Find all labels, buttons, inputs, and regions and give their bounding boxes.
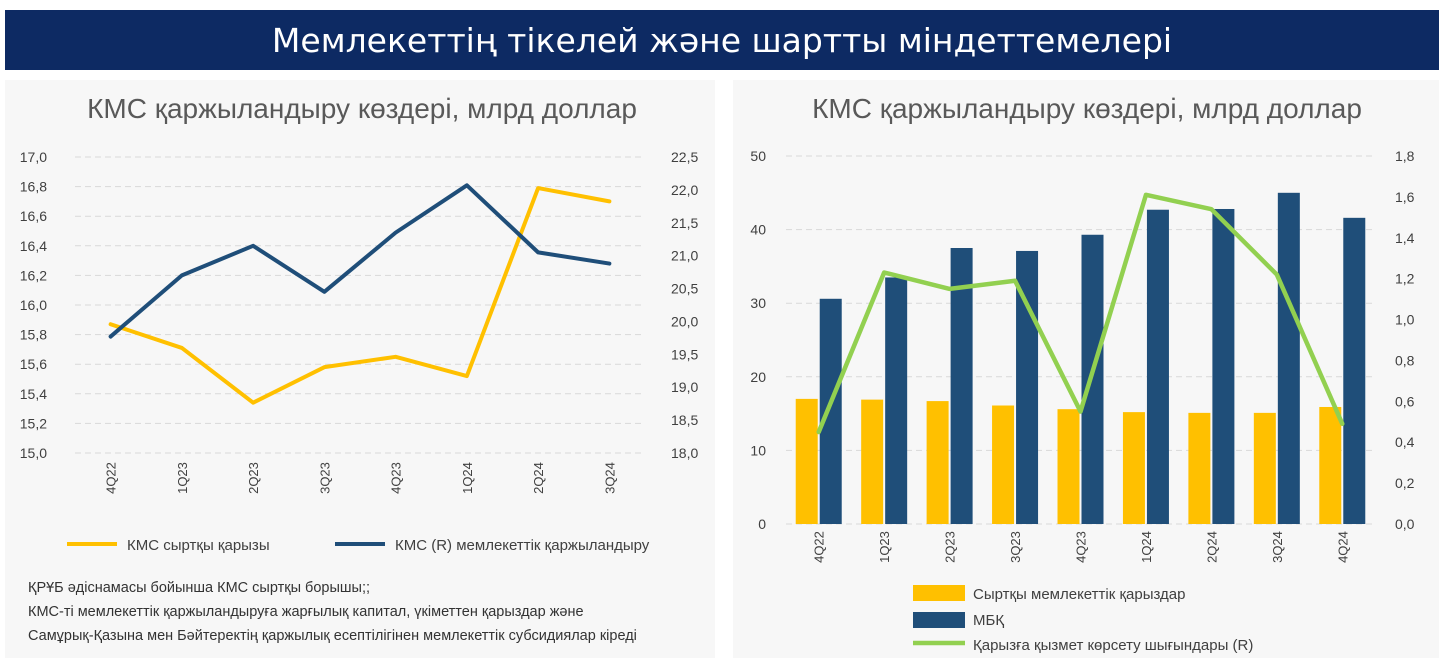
series-line-state-funding: [108, 183, 612, 339]
y-left-tick-label: 17,0: [20, 149, 47, 165]
legend-label: КМС сыртқы қарызы: [127, 537, 270, 554]
bar-external-debt: [992, 405, 1015, 524]
footnote-line: КМС-ті мемлекеттік қаржыландыруға жарғыл…: [28, 604, 584, 620]
x-tick-label: 2Q24: [1204, 531, 1219, 563]
bar-state-securities: [819, 298, 842, 524]
y-left-tick-label: 50: [750, 148, 766, 164]
x-tick-label: 4Q23: [389, 462, 404, 494]
y-left-tick-label: 16,0: [20, 297, 47, 313]
right-chart-panel: КМС қаржыландыру көздері, млрд доллар 0 1…: [733, 80, 1439, 658]
y-right-tick-label: 18,5: [671, 412, 698, 428]
x-tick-label: 1Q24: [460, 462, 475, 494]
y-right-tick-label: 1,2: [1395, 271, 1415, 287]
page-banner: Мемлекеттің тікелей және шартты міндетте…: [5, 10, 1439, 70]
y-right-tick-label: 0,4: [1395, 434, 1415, 450]
footnotes: ҚРҰБ әдіснамасы бойынша КМС сыртқы борыш…: [28, 576, 708, 648]
y-right-tick-label: 21,5: [671, 215, 698, 231]
left-chart-panel: КМС қаржыландыру көздері, млрд доллар 15…: [5, 80, 715, 658]
y-right-tick-label: 19,5: [671, 346, 698, 362]
bar-external-debt: [1253, 412, 1276, 524]
legend-label: Сыртқы мемлекеттік қарыздар: [973, 586, 1185, 603]
bar-external-debt: [795, 398, 818, 524]
y-left-tick-label: 16,6: [20, 208, 47, 224]
x-tick-label: 3Q24: [1270, 531, 1285, 563]
bar-external-debt: [1319, 406, 1342, 524]
y-right-tick-label: 20,5: [671, 281, 698, 297]
y-left-tick-label: 0: [758, 516, 766, 532]
line-chart: КМС қаржыландыру көздері, млрд доллар 15…: [20, 93, 699, 554]
legend-label: Қарызға қызмет көрсету шығындары (R): [973, 637, 1253, 654]
y-right-tick-label: 0,0: [1395, 516, 1415, 532]
y-left-tick-label: 15,4: [20, 386, 47, 402]
page-title: Мемлекеттің тікелей және шартты міндетте…: [271, 20, 1173, 60]
footnote-line: Самұрық-Қазына мен Бәйтеректің қаржылық …: [28, 628, 637, 644]
chart-title: КМС қаржыландыру көздері, млрд доллар: [812, 93, 1362, 124]
y-left-tick-label: 30: [750, 295, 766, 311]
x-tick-label: 1Q24: [1139, 531, 1154, 563]
y-left-tick-label: 40: [750, 222, 766, 238]
y-left-tick-label: 15,0: [20, 445, 47, 461]
y-left-tick-label: 16,4: [20, 238, 47, 254]
bar-external-debt: [861, 399, 884, 524]
legend-swatch: [913, 612, 965, 628]
y-right-tick-label: 1,6: [1395, 189, 1415, 205]
y-left-tick-label: 20: [750, 369, 766, 385]
x-tick-label: 1Q23: [175, 462, 190, 494]
bar-state-securities: [1212, 208, 1235, 524]
y-right-tick-label: 0,8: [1395, 352, 1415, 368]
y-left-tick-label: 15,8: [20, 327, 47, 343]
y-right-tick-label: 18,0: [671, 445, 698, 461]
chart-title: КМС қаржыландыру көздері, млрд доллар: [87, 93, 637, 124]
y-left-tick-label: 15,2: [20, 415, 47, 431]
bar-state-securities: [885, 277, 908, 524]
y-right-tick-label: 1,0: [1395, 312, 1415, 328]
x-tick-label: 1Q23: [877, 531, 892, 563]
y-left-tick-label: 15,6: [20, 356, 47, 372]
x-tick-label: 4Q23: [1074, 531, 1089, 563]
bar-line-chart: КМС қаржыландыру көздері, млрд доллар 0 1…: [750, 93, 1415, 654]
y-right-tick-label: 21,0: [671, 248, 698, 264]
footnote-line: ҚРҰБ әдіснамасы бойынша КМС сыртқы борыш…: [28, 580, 370, 596]
x-tick-label: 3Q24: [602, 462, 617, 494]
x-tick-label: 2Q24: [531, 462, 546, 494]
x-tick-label: 4Q22: [104, 462, 119, 494]
x-tick-label: 2Q23: [943, 531, 958, 563]
bar-external-debt: [1188, 412, 1211, 524]
y-right-tick-label: 19,0: [671, 379, 698, 395]
x-tick-label: 2Q23: [246, 462, 261, 494]
bar-state-securities: [950, 248, 973, 524]
y-left-tick-label: 16,8: [20, 179, 47, 195]
y-right-tick-label: 22,5: [671, 149, 698, 165]
legend-label: КМС (R) мемлекеттік қаржыландыру: [395, 537, 650, 554]
x-tick-label: 3Q23: [317, 462, 332, 494]
y-left-tick-label: 16,2: [20, 267, 47, 283]
bar-state-securities: [1277, 192, 1300, 525]
legend-swatch: [913, 585, 965, 601]
bar-state-securities: [1146, 209, 1169, 524]
bar-state-securities: [1343, 217, 1366, 524]
x-tick-label: 3Q23: [1008, 531, 1023, 563]
y-right-tick-label: 20,0: [671, 313, 698, 329]
y-right-tick-label: 0,6: [1395, 393, 1415, 409]
series-line-debt-service: [816, 192, 1345, 435]
x-tick-label: 4Q24: [1335, 531, 1350, 563]
x-tick-label: 4Q22: [812, 531, 827, 563]
y-left-tick-label: 10: [750, 442, 766, 458]
legend-label: МБҚ: [973, 612, 1004, 629]
y-right-tick-label: 1,4: [1395, 230, 1415, 246]
bar-external-debt: [926, 401, 949, 524]
y-right-tick-label: 1,8: [1395, 148, 1415, 164]
bar-external-debt: [1122, 412, 1145, 524]
series-line-external-debt: [108, 186, 612, 405]
y-right-tick-label: 22,0: [671, 182, 698, 198]
y-right-tick-label: 0,2: [1395, 475, 1415, 491]
bar-external-debt: [1057, 409, 1080, 524]
